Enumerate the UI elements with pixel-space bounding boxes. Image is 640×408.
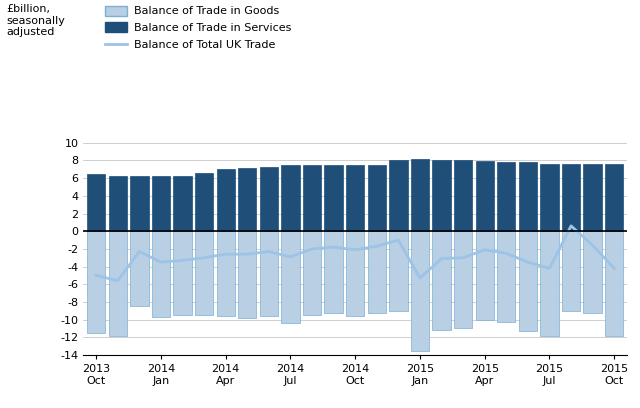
Bar <box>476 231 494 319</box>
Bar <box>433 231 451 330</box>
Bar <box>562 231 580 311</box>
Bar <box>346 231 364 316</box>
Bar <box>109 231 127 335</box>
Bar <box>519 162 537 231</box>
Bar <box>216 169 235 231</box>
Text: £billion,
seasonally
adjusted: £billion, seasonally adjusted <box>6 4 65 37</box>
Bar <box>152 231 170 317</box>
Bar <box>260 166 278 231</box>
Bar <box>454 160 472 231</box>
Bar <box>476 162 494 231</box>
Bar <box>87 231 106 333</box>
Bar <box>281 231 300 323</box>
Bar <box>130 231 148 306</box>
Bar <box>411 159 429 231</box>
Bar <box>195 173 213 231</box>
Bar <box>87 174 106 231</box>
Bar <box>605 231 623 335</box>
Bar <box>173 175 191 231</box>
Bar <box>584 231 602 313</box>
Bar <box>454 231 472 328</box>
Bar <box>324 165 343 231</box>
Bar <box>584 164 602 231</box>
Bar <box>303 165 321 231</box>
Bar <box>216 231 235 316</box>
Bar <box>562 164 580 231</box>
Bar <box>367 231 386 313</box>
Bar <box>109 176 127 231</box>
Bar <box>519 231 537 331</box>
Bar <box>540 231 559 335</box>
Bar <box>281 165 300 231</box>
Bar <box>540 164 559 231</box>
Bar <box>367 165 386 231</box>
Bar <box>411 231 429 350</box>
Bar <box>324 231 343 313</box>
Bar <box>497 162 515 231</box>
Bar <box>152 175 170 231</box>
Bar <box>389 160 408 231</box>
Bar <box>497 231 515 322</box>
Bar <box>303 231 321 315</box>
Bar <box>173 231 191 315</box>
Bar <box>605 164 623 231</box>
Bar <box>433 160 451 231</box>
Bar <box>195 231 213 315</box>
Bar <box>238 231 257 318</box>
Bar <box>389 231 408 311</box>
Bar <box>260 231 278 316</box>
Bar <box>130 176 148 231</box>
Bar <box>238 168 257 231</box>
Legend: Balance of Trade in Goods, Balance of Trade in Services, Balance of Total UK Tra: Balance of Trade in Goods, Balance of Tr… <box>105 6 291 50</box>
Bar <box>346 165 364 231</box>
